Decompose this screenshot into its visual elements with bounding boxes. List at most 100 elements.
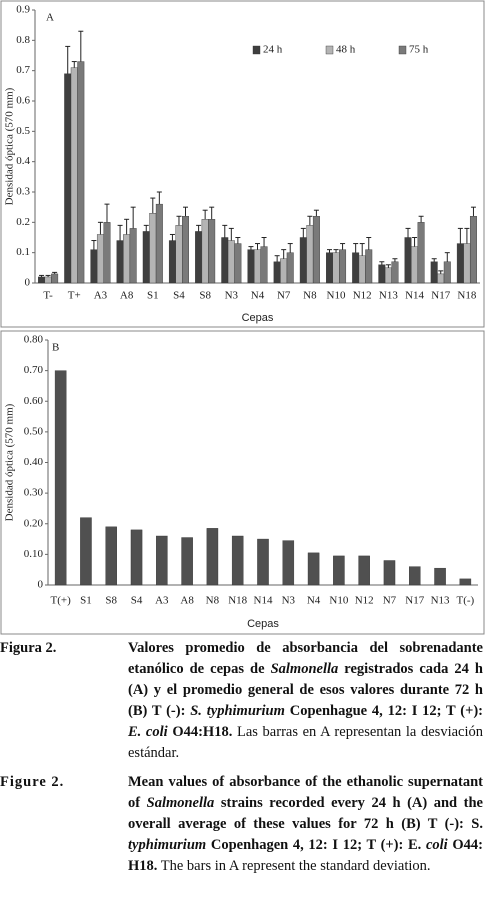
bar xyxy=(168,240,176,284)
caption-run: Las barras en A representan la desviació… xyxy=(128,724,483,761)
x-axis-title: Cepas xyxy=(242,312,274,324)
error-bar xyxy=(202,209,208,220)
panel-label: A xyxy=(46,12,54,24)
bar xyxy=(365,249,373,284)
y-tick-label: 0.5 xyxy=(16,125,30,137)
error-bar xyxy=(228,227,234,241)
bar xyxy=(273,261,281,284)
x-tick-label: T(+) xyxy=(51,595,72,607)
bar xyxy=(149,213,157,284)
x-tick-label: N17 xyxy=(431,290,450,302)
error-bar xyxy=(78,30,84,62)
error-bar xyxy=(156,191,162,205)
error-bar xyxy=(248,246,254,250)
bar xyxy=(247,249,255,284)
bar xyxy=(443,261,451,284)
error-bar xyxy=(124,218,130,235)
caption-run: coli xyxy=(425,837,448,853)
bar xyxy=(182,216,189,284)
y-tick-label: 0.9 xyxy=(16,4,30,16)
bar xyxy=(254,249,261,284)
x-tick-label: N18 xyxy=(228,595,247,607)
error-bar xyxy=(307,215,313,226)
bar xyxy=(105,526,117,586)
x-tick-label: A3 xyxy=(94,290,108,302)
bar xyxy=(411,246,419,284)
error-bar xyxy=(97,221,103,235)
y-tick-label: 0 xyxy=(38,579,44,591)
error-bar xyxy=(209,206,215,220)
x-tick-label: N3 xyxy=(282,595,296,607)
bar xyxy=(417,222,425,284)
error-bar xyxy=(196,224,202,232)
bar xyxy=(175,225,183,284)
error-bar xyxy=(281,249,287,259)
error-bar xyxy=(340,243,346,250)
x-tick-label: S4 xyxy=(131,595,143,607)
x-tick-label: T- xyxy=(43,290,53,302)
caption-run: Valores promedio de absorbancia del sobr… xyxy=(128,640,483,677)
x-tick-label: N12 xyxy=(353,290,372,302)
y-axis-title: Densidad óptica (570 mm) xyxy=(4,403,16,521)
x-tick-label: N13 xyxy=(379,290,398,302)
x-tick-label: N14 xyxy=(254,595,273,607)
bar xyxy=(332,252,340,284)
bar xyxy=(307,552,320,586)
y-tick-label: 0.60 xyxy=(24,395,44,407)
y-tick-label: 0.70 xyxy=(24,364,44,376)
error-bar xyxy=(117,224,123,241)
y-tick-label: 0.20 xyxy=(24,517,44,529)
x-tick-label: N12 xyxy=(355,595,374,607)
bar xyxy=(116,240,124,284)
error-bar xyxy=(150,197,156,214)
y-tick-label: 0.8 xyxy=(16,34,30,46)
y-tick-label: 0.40 xyxy=(24,456,44,468)
x-tick-label: N14 xyxy=(405,290,424,302)
bar xyxy=(257,538,269,586)
frame xyxy=(0,0,485,328)
x-tick-label: N3 xyxy=(225,290,239,302)
y-axis-title: Densidad óptica (570 mm) xyxy=(4,87,16,205)
error-bar xyxy=(470,206,476,217)
captions: Figura 2. Valores promedio de absorbancia… xyxy=(0,638,483,885)
x-tick-label: A8 xyxy=(180,595,194,607)
error-bar xyxy=(143,224,149,232)
bar xyxy=(456,243,464,284)
caption-run: O44: H18. xyxy=(128,837,484,874)
error-bar xyxy=(412,237,418,247)
error-bar xyxy=(71,61,77,68)
bar xyxy=(404,237,412,284)
error-bar xyxy=(379,261,385,265)
bar xyxy=(306,225,314,284)
bar xyxy=(430,261,438,284)
caption-run: E. coli xyxy=(128,724,168,740)
legend-swatch xyxy=(252,45,261,55)
caption: Figure 2. Mean values of absorbance of th… xyxy=(0,772,483,877)
x-tick-label: N13 xyxy=(431,595,450,607)
error-bar xyxy=(39,274,45,277)
caption-run: registrados cada 24 h (A) y el promedio … xyxy=(128,661,483,719)
caption-run: strains recorded every 24 h (A) and the … xyxy=(128,795,483,832)
x-tick-label: N7 xyxy=(277,290,291,302)
x-tick-label: N8 xyxy=(303,290,317,302)
caption: Figura 2. Valores promedio de absorbancia… xyxy=(0,638,483,764)
bar xyxy=(339,249,347,284)
x-tick-label: A8 xyxy=(120,290,134,302)
caption-run: O44:H18. xyxy=(167,724,233,740)
error-bar xyxy=(130,206,136,229)
caption-run: Salmonella xyxy=(146,795,215,811)
caption-run: S. typhimurium xyxy=(190,703,285,719)
bar xyxy=(38,276,46,284)
x-tick-label: N18 xyxy=(457,290,476,302)
error-bar xyxy=(104,203,110,223)
bar xyxy=(383,560,396,586)
bar xyxy=(156,535,168,586)
error-bar xyxy=(326,249,332,253)
bar xyxy=(201,219,209,284)
x-axis-title: Cepas xyxy=(247,618,279,630)
bar xyxy=(326,252,333,284)
bar xyxy=(231,535,244,586)
error-bar xyxy=(52,271,58,274)
error-bar xyxy=(431,258,437,262)
